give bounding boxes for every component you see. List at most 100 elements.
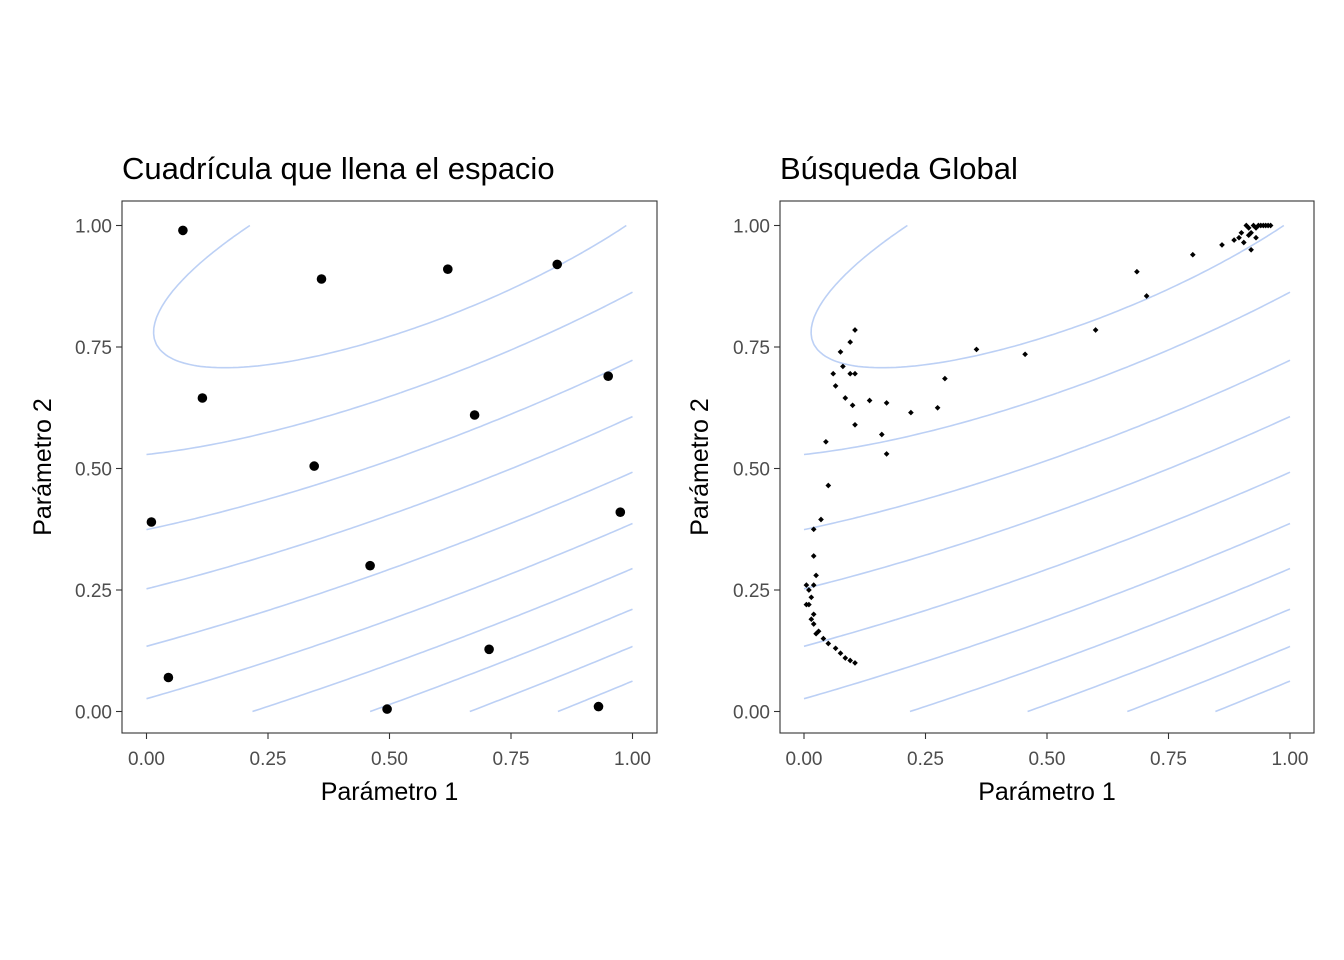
panel-global-search: Búsqueda Global 0.00 0.25 0.50 0.75 1.00 0.0…	[686, 151, 1315, 806]
y-axis-title: Parámetro 2	[686, 398, 714, 536]
data-point	[942, 375, 948, 382]
data-point	[837, 650, 844, 657]
contour-line	[146, 522, 633, 700]
contour-line	[557, 680, 633, 713]
x-axis: 0.00 0.25 0.50 0.75 1.00	[786, 733, 1309, 770]
data-point	[316, 274, 327, 284]
data-point	[832, 645, 839, 652]
data-point	[840, 363, 846, 370]
panel-title: Búsqueda Global	[780, 151, 1018, 186]
contour-line	[1126, 645, 1291, 713]
x-tick-label: 0.50	[371, 749, 408, 770]
x-tick-label: 0.00	[786, 749, 823, 770]
data-point	[1134, 268, 1140, 275]
data-point	[803, 601, 810, 608]
data-point	[810, 553, 817, 559]
data-point	[1267, 222, 1274, 229]
data-point	[810, 611, 817, 618]
data-point	[847, 657, 854, 664]
data-point	[1245, 232, 1252, 239]
contour-line	[1027, 608, 1291, 713]
x-tick-label: 1.00	[1272, 749, 1309, 770]
data-point	[825, 482, 832, 489]
data-point	[808, 616, 815, 623]
contour-line	[810, 224, 1285, 369]
y-axis-title: Parámetro 2	[29, 398, 57, 536]
y-tick-label: 0.25	[733, 581, 770, 602]
data-point	[615, 507, 626, 517]
x-tick-label: 0.75	[493, 749, 530, 770]
data-point	[883, 451, 890, 457]
data-point	[825, 640, 832, 647]
contour-line	[469, 645, 633, 713]
data-point	[365, 560, 375, 571]
data-point	[842, 395, 849, 401]
data-point	[934, 404, 941, 411]
y-tick-label: 0.00	[75, 703, 112, 724]
data-point	[1236, 234, 1242, 241]
panel-title: Cuadrícula que llena el espacio	[122, 151, 555, 186]
contour-lines	[803, 224, 1291, 713]
data-point	[810, 582, 817, 588]
data-points	[803, 222, 1274, 666]
data-point	[823, 438, 829, 445]
data-point	[197, 393, 208, 403]
data-point	[810, 621, 817, 627]
data-point	[146, 517, 157, 527]
contour-line	[146, 359, 633, 531]
contour-line	[803, 522, 1291, 700]
data-point	[1219, 242, 1225, 248]
data-point	[866, 397, 873, 404]
contour-line	[803, 359, 1291, 531]
data-point	[1143, 293, 1150, 299]
contour-line	[1215, 680, 1291, 713]
data-point	[382, 704, 392, 714]
x-tick-label: 0.00	[128, 749, 165, 770]
y-tick-label: 0.00	[733, 703, 770, 724]
data-point	[908, 409, 914, 416]
contour-line	[909, 567, 1291, 713]
data-point	[820, 635, 827, 642]
data-point	[1189, 251, 1196, 258]
y-tick-label: 0.25	[75, 581, 112, 602]
data-point	[883, 400, 890, 406]
contour-line	[146, 415, 633, 590]
contour-line	[146, 471, 633, 648]
data-point	[847, 339, 854, 345]
contour-lines	[146, 224, 633, 713]
data-point	[803, 582, 810, 588]
data-point	[178, 225, 188, 236]
data-point	[1231, 237, 1237, 243]
data-point	[1240, 239, 1247, 246]
y-tick-label: 1.00	[733, 217, 770, 238]
data-point	[808, 594, 815, 601]
data-point	[852, 421, 858, 428]
x-axis-title: Parámetro 1	[978, 778, 1116, 806]
y-tick-label: 0.75	[75, 338, 112, 359]
data-point	[832, 383, 839, 389]
y-tick-label: 0.50	[75, 460, 112, 481]
data-point	[818, 516, 824, 523]
data-point	[852, 660, 858, 666]
data-point	[973, 346, 980, 353]
x-tick-label: 0.50	[1029, 749, 1066, 770]
x-tick-label: 1.00	[614, 749, 651, 770]
data-points	[146, 225, 626, 714]
contour-line	[803, 291, 1291, 456]
y-axis: 0.00 0.25 0.50 0.75 1.00	[733, 217, 780, 724]
data-point	[593, 701, 604, 712]
x-axis: 0.00 0.25 0.50 0.75 1.00	[128, 733, 651, 770]
y-tick-label: 0.50	[733, 460, 770, 481]
data-point	[852, 370, 858, 377]
data-point	[163, 672, 174, 683]
data-point	[443, 264, 453, 275]
data-point	[1092, 327, 1099, 333]
contour-line	[803, 471, 1291, 648]
contour-line	[152, 224, 627, 369]
data-point	[1253, 234, 1259, 241]
data-point	[603, 371, 613, 382]
y-tick-label: 0.75	[733, 338, 770, 359]
data-point	[810, 526, 817, 533]
